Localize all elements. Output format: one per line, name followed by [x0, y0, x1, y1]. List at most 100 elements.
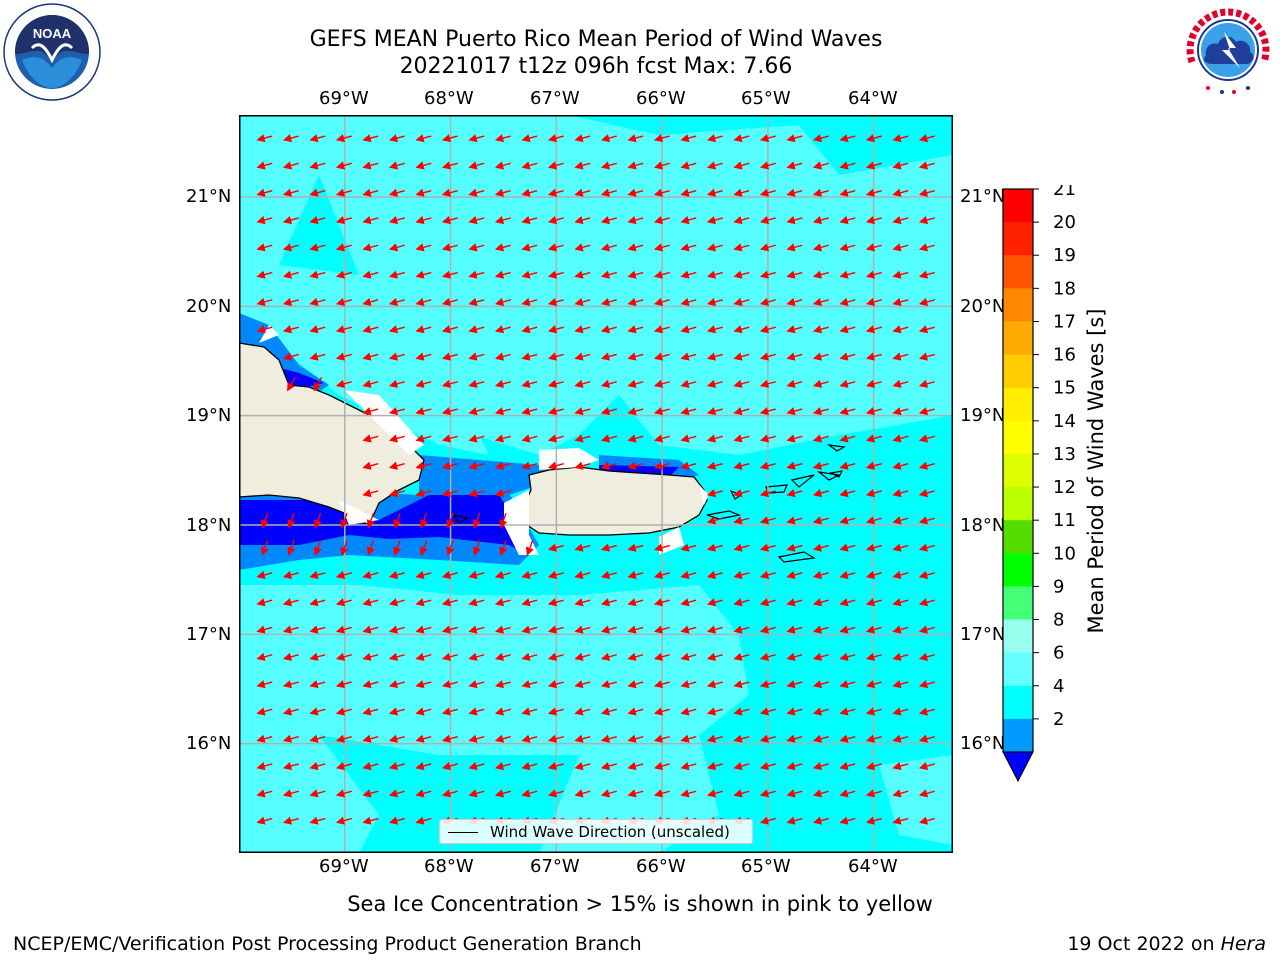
wind-wave-arrow: [335, 161, 352, 170]
wind-wave-arrow: [309, 734, 326, 743]
wind-wave-arrow: [865, 543, 882, 552]
wind-wave-arrow: [494, 598, 511, 607]
wind-wave-arrow: [415, 352, 432, 361]
wind-wave-arrow: [415, 761, 432, 771]
lat-tick-left: 20°N: [186, 296, 232, 317]
wind-wave-arrow: [521, 680, 538, 689]
colorbar-tick-label: 21: [1053, 185, 1076, 200]
wind-wave-arrow: [415, 215, 432, 225]
wind-wave-arrow: [574, 543, 591, 552]
wind-wave-arrow: [335, 297, 352, 306]
wind-wave-arrow: [680, 734, 697, 743]
wind-wave-arrow: [627, 215, 644, 225]
colorbar-cell: [1003, 222, 1033, 256]
wind-wave-arrow: [494, 652, 511, 661]
wind-wave-arrow: [600, 161, 617, 170]
wind-wave-arrow: [733, 134, 750, 143]
wind-wave-arrow: [600, 680, 617, 689]
wind-wave-arrow: [468, 270, 485, 279]
wind-wave-arrow: [494, 570, 511, 579]
wind-wave-arrow: [388, 215, 405, 225]
wind-wave-arrow: [472, 512, 481, 529]
wind-wave-arrow: [706, 789, 723, 798]
wind-wave-arrow: [362, 570, 379, 579]
wind-wave-arrow: [468, 297, 485, 306]
wind-wave-arrow: [260, 512, 269, 529]
wind-wave-arrow: [494, 789, 511, 798]
wind-wave-arrow: [282, 680, 299, 689]
wind-wave-arrow: [918, 516, 935, 525]
wind-wave-arrow: [521, 734, 538, 743]
wind-wave-arrow: [256, 243, 273, 252]
lon-tick-bottom: 67°W: [530, 856, 580, 877]
wind-wave-arrow: [627, 352, 644, 361]
wind-wave-arrow: [415, 379, 432, 388]
wind-wave-arrow: [309, 352, 326, 361]
chart-subtitle: 20221017 t12z 096h fcst Max: 7.66: [399, 54, 793, 79]
wind-wave-arrow: [759, 434, 776, 443]
wind-wave-arrow: [388, 734, 405, 743]
wind-wave-arrow: [415, 407, 432, 416]
map-grid: [239, 115, 953, 853]
wind-wave-arrow: [865, 625, 882, 634]
wind-wave-arrow: [600, 188, 617, 197]
wind-wave-arrow: [706, 570, 723, 579]
wind-wave-arrow: [706, 598, 723, 607]
wind-wave-arrow: [362, 598, 379, 607]
wind-wave-arrow: [865, 161, 882, 170]
wind-wave-arrow: [600, 297, 617, 306]
wind-wave-arrow: [865, 188, 882, 197]
wind-wave-arrow: [256, 188, 273, 197]
wind-wave-arrow: [812, 625, 829, 634]
wind-wave-arrow: [362, 270, 379, 279]
wind-wave-arrow: [547, 734, 564, 743]
wind-wave-arrow: [256, 297, 273, 306]
wind-wave-arrow: [335, 570, 352, 579]
wind-wave-arrow: [706, 379, 723, 388]
wind-wave-arrow: [733, 488, 750, 498]
wind-wave-arrow: [415, 297, 432, 306]
wind-wave-arrow: [468, 379, 485, 388]
wind-wave-arrow: [441, 215, 458, 225]
wind-wave-arrow: [627, 297, 644, 306]
colorbar: 21 20 19 18 17 16 15 14 13 12 11 10 9 8 6 4 2: [1000, 179, 1130, 789]
wind-wave-arrow: [282, 734, 299, 743]
wind-wave-arrow: [525, 540, 534, 556]
wind-wave-arrow: [415, 488, 432, 498]
wind-wave-arrow: [786, 598, 803, 607]
wind-wave-arrow: [574, 243, 591, 252]
wind-wave-arrow: [494, 434, 511, 443]
wind-wave-arrow: [574, 734, 591, 743]
wind-wave-arrow: [547, 652, 564, 661]
wind-wave-arrow: [812, 188, 829, 197]
wind-wave-arrow: [468, 134, 485, 143]
wind-wave-arrow: [892, 816, 909, 825]
wind-wave-arrow: [574, 188, 591, 197]
wind-wave-arrow: [918, 297, 935, 306]
wind-wave-arrow: [812, 816, 829, 825]
wind-wave-arrow: [733, 761, 750, 771]
wind-wave-arrow: [786, 680, 803, 689]
wind-wave-arrow: [335, 625, 352, 634]
wind-wave-arrow: [733, 625, 750, 634]
wind-wave-arrow: [627, 652, 644, 661]
run-date: 19 Oct 2022 on Hera: [1067, 933, 1266, 955]
wind-wave-arrow: [786, 161, 803, 170]
wind-wave-arrow: [812, 215, 829, 225]
wind-wave-arrow: [600, 652, 617, 661]
wind-wave-arrow: [653, 707, 670, 716]
wind-wave-arrow: [600, 243, 617, 252]
wind-wave-arrow: [839, 789, 856, 798]
wind-wave-arrow: [441, 734, 458, 743]
wind-wave-arrow: [812, 134, 829, 143]
wind-wave-arrow: [335, 352, 352, 361]
wind-wave-arrow: [468, 215, 485, 225]
wind-wave-arrow: [574, 625, 591, 634]
wind-wave-arrow: [388, 680, 405, 689]
wind-wave-arrow: [865, 789, 882, 798]
wind-wave-arrow: [653, 297, 670, 306]
colorbar-tick-label: 17: [1053, 311, 1076, 332]
wind-wave-arrow: [574, 270, 591, 279]
wind-wave-arrow: [441, 680, 458, 689]
wind-wave-arrow: [388, 270, 405, 279]
